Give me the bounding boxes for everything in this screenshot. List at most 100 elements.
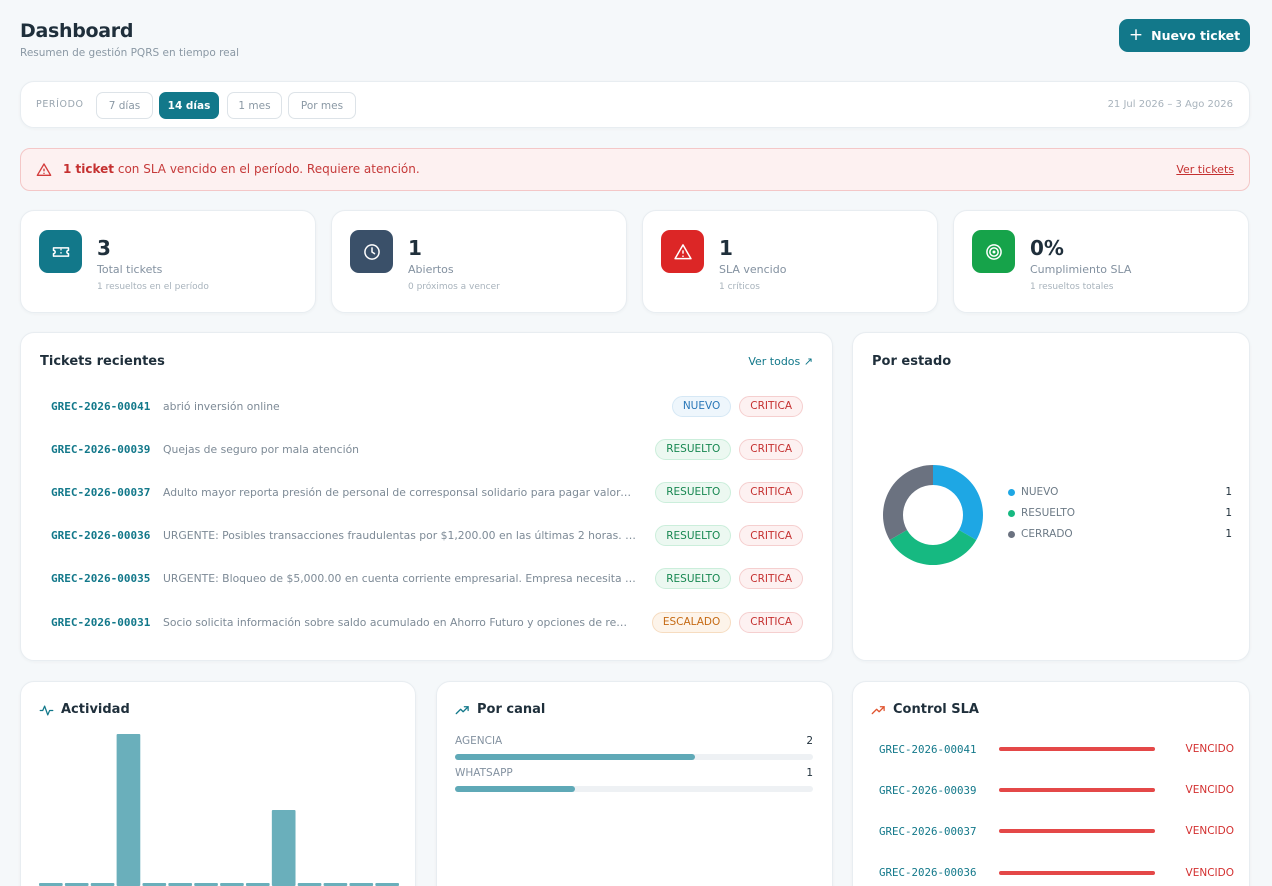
period-by-month-button[interactable]: Por mes: [288, 92, 356, 119]
sla-row[interactable]: GREC-2026-00037 VENCIDO: [879, 821, 1234, 841]
ticket-id[interactable]: GREC-2026-00035: [51, 572, 151, 586]
activity-bar: [323, 883, 348, 886]
activity-bar: [194, 883, 218, 886]
ticket-id[interactable]: GREC-2026-00041: [51, 399, 151, 413]
sla-status: VENCIDO: [1185, 784, 1234, 797]
sla-ticket-id[interactable]: GREC-2026-00037: [879, 824, 977, 838]
sla-alert-banner: 1 ticket con SLA vencido en el período. …: [20, 148, 1250, 191]
legend-dot: [1008, 488, 1015, 496]
stat-subtext: 1 críticos: [719, 282, 760, 292]
warning-icon: [661, 230, 704, 273]
status-badge: NUEVO: [671, 395, 732, 417]
warning-icon: [36, 163, 52, 176]
sla-progress-bar: [999, 870, 1155, 875]
ticket-description: Socio solicita información sobre saldo a…: [163, 615, 644, 629]
stat-label: Cumplimiento SLA: [1030, 263, 1132, 276]
trending-up-icon: [871, 706, 885, 715]
priority-badge: CRITICA: [739, 438, 803, 460]
ticket-id[interactable]: GREC-2026-00036: [51, 529, 151, 543]
new-ticket-label: Nuevo ticket: [1151, 28, 1241, 43]
activity-bar: [168, 883, 193, 886]
period-filter-bar: PERÍODO 7 días 14 días 1 mes Por mes 21 …: [20, 81, 1250, 128]
activity-bar: [220, 883, 244, 886]
ticket-description: abrió inversión online: [163, 399, 280, 413]
stat-card-open: 1 Abiertos 0 próximos a vencer: [331, 210, 627, 313]
channel-bar-fill: [455, 754, 695, 760]
period-14-days-button[interactable]: 14 días: [159, 92, 219, 119]
stat-value: 1: [408, 236, 422, 260]
legend-label: CERRADO: [1021, 528, 1073, 540]
channel-label: AGENCIA: [455, 735, 503, 747]
sla-progress-bar: [999, 747, 1155, 751]
activity-bar: [245, 883, 270, 886]
activity-card: Actividad: [20, 681, 416, 886]
priority-badge: CRITICA: [739, 395, 803, 417]
channel-bar-track: [455, 754, 813, 760]
new-ticket-button[interactable]: + Nuevo ticket: [1119, 19, 1250, 52]
priority-badge: CRITICA: [739, 525, 803, 547]
period-1-month-button[interactable]: 1 mes: [227, 92, 282, 119]
ticket-row[interactable]: GREC-2026-00037 Adulto mayor reporta pres…: [51, 481, 803, 503]
ticket-id[interactable]: GREC-2026-00031: [51, 615, 151, 629]
donut-slice-nuevo: [933, 465, 983, 540]
ticket-row[interactable]: GREC-2026-00041 abrió inversión online NUE…: [51, 395, 803, 417]
sla-row[interactable]: GREC-2026-00041 VENCIDO: [879, 739, 1234, 759]
legend-dot: [1008, 509, 1015, 517]
alert-message: con SLA vencido en el período. Requiere …: [117, 162, 420, 176]
ticket-row[interactable]: GREC-2026-00039 Quejas de seguro por mala…: [51, 438, 803, 460]
sla-row[interactable]: GREC-2026-00039 VENCIDO: [879, 780, 1234, 800]
recent-tickets-card: Tickets recientes Ver todos ↗ GREC-2026-…: [20, 332, 833, 661]
legend-count: 1: [1225, 507, 1232, 519]
activity-bar: [90, 883, 115, 886]
ticket-description: URGENTE: Bloqueo de $5,000.00 en cuenta …: [163, 572, 648, 586]
status-legend-item: NUEVO 1: [1008, 486, 1232, 498]
stat-value: 3: [97, 236, 111, 260]
stat-card-sla-expired: 1 SLA vencido 1 críticos: [642, 210, 938, 313]
activity-bar: [142, 883, 167, 886]
status-badge: RESUELTO: [655, 568, 732, 590]
sla-control-card: Control SLA GREC-2026-00041 VENCIDO GREC-2…: [852, 681, 1250, 886]
sla-status: VENCIDO: [1185, 866, 1234, 879]
activity-title: Actividad: [61, 702, 130, 717]
alert-count: 1 ticket: [63, 162, 115, 176]
legend-label: NUEVO: [1021, 486, 1059, 498]
activity-bar: [349, 883, 374, 886]
stat-card-sla-compliance: 0% Cumplimiento SLA 1 resueltos totales: [953, 210, 1249, 313]
sla-ticket-id[interactable]: GREC-2026-00041: [879, 742, 977, 756]
ticket-description: Adulto mayor reporta presión de personal…: [163, 485, 647, 499]
sla-status: VENCIDO: [1185, 825, 1234, 838]
sla-row[interactable]: GREC-2026-00036 VENCIDO: [879, 863, 1234, 883]
status-breakdown-card: Por estado NUEVO 1 RESUELTO 1 CERRADO 1: [852, 332, 1250, 661]
ticket-row[interactable]: GREC-2026-00035 URGENTE: Bloqueo de $5,00…: [51, 568, 803, 590]
sla-ticket-id[interactable]: GREC-2026-00039: [879, 783, 977, 797]
channel-bar-track: [455, 786, 813, 792]
activity-icon: [39, 705, 54, 716]
legend-dot: [1008, 530, 1015, 538]
ticket-row[interactable]: GREC-2026-00036 URGENTE: Posibles transac…: [51, 525, 803, 547]
legend-label: RESUELTO: [1021, 507, 1075, 519]
status-badge: RESUELTO: [655, 481, 732, 503]
status-badge: ESCALADO: [651, 611, 732, 633]
activity-bar: [271, 810, 296, 886]
trending-up-icon: [455, 706, 469, 715]
ticket-description: URGENTE: Posibles transacciones fraudule…: [163, 529, 648, 543]
status-breakdown-title: Por estado: [872, 354, 952, 369]
ticket-id[interactable]: GREC-2026-00039: [51, 442, 151, 456]
channel-bar-fill: [455, 786, 575, 792]
status-legend-item: RESUELTO 1: [1008, 507, 1232, 519]
ticket-id[interactable]: GREC-2026-00037: [51, 485, 151, 499]
view-tickets-link[interactable]: Ver tickets: [1176, 163, 1234, 176]
sla-ticket-id[interactable]: GREC-2026-00036: [879, 866, 977, 880]
channel-title: Por canal: [477, 702, 546, 717]
period-7-days-button[interactable]: 7 días: [96, 92, 153, 119]
activity-bar: [297, 883, 322, 886]
stat-value: 1: [719, 236, 733, 260]
channel-count: 1: [806, 767, 813, 779]
view-all-link[interactable]: Ver todos ↗: [748, 355, 813, 368]
period-label: PERÍODO: [36, 99, 84, 110]
sla-progress-bar: [999, 788, 1155, 793]
legend-count: 1: [1225, 528, 1232, 540]
activity-bar: [375, 883, 399, 886]
stat-label: Total tickets: [97, 263, 163, 276]
ticket-row[interactable]: GREC-2026-00031 Socio solicita informació…: [51, 611, 803, 633]
